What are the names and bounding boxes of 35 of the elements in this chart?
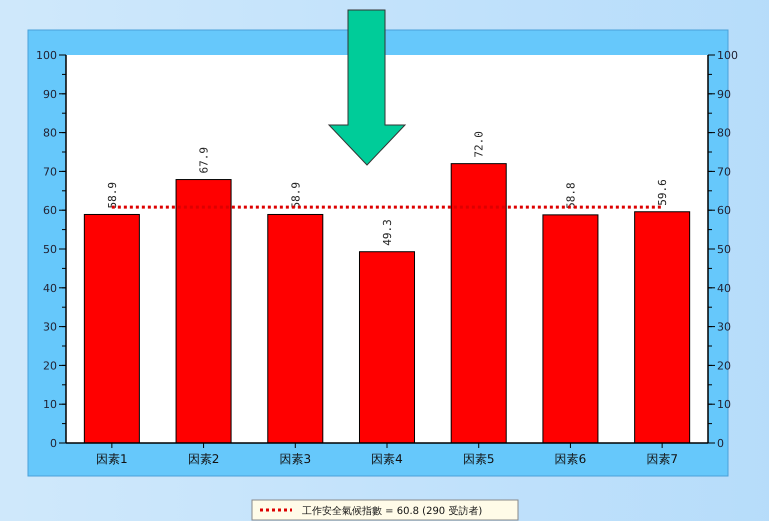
data-label: 72.0	[472, 131, 486, 158]
y2-tick-label: 30	[717, 320, 731, 334]
y-tick-label: 30	[43, 320, 57, 334]
y2-tick-label: 60	[717, 204, 731, 218]
y2-tick-label: 20	[717, 359, 731, 372]
data-label: 49.3	[381, 219, 394, 246]
data-label: 58.9	[106, 182, 119, 208]
y2-tick-label: 50	[717, 243, 731, 256]
y-tick-label: 90	[43, 88, 57, 101]
y-tick-label: 60	[43, 204, 57, 218]
y2-tick-label: 70	[717, 165, 731, 178]
y2-tick-label: 10	[717, 398, 731, 412]
y-tick-label: 70	[43, 165, 57, 178]
y2-tick-label: 100	[717, 49, 738, 62]
y-tick-label: 40	[43, 282, 57, 295]
y-tick-label: 80	[43, 126, 57, 140]
x-tick-label: 因素7	[646, 452, 678, 466]
x-tick-label: 因素4	[371, 452, 403, 466]
y-tick-label: 50	[43, 243, 57, 256]
data-label: 59.6	[656, 179, 670, 206]
x-tick-label: 因素3	[279, 452, 312, 466]
y2-tick-label: 40	[717, 282, 731, 295]
y2-tick-label: 0	[717, 437, 724, 450]
x-tick-label: 因素6	[554, 452, 586, 466]
y-tick-label: 100	[36, 49, 57, 62]
legend-label: 工作安全氣候指數 = 60.8 (290 受訪者)	[302, 505, 482, 517]
y2-tick-label: 90	[717, 88, 731, 101]
data-label: 67.9	[198, 147, 211, 174]
y2-tick-label: 80	[717, 126, 731, 140]
x-tick-label: 因素5	[462, 452, 495, 466]
y-tick-label: 0	[50, 437, 57, 450]
x-tick-label: 因素1	[96, 452, 128, 466]
y-tick-label: 20	[43, 359, 57, 372]
x-tick-label: 因素2	[188, 452, 220, 466]
y-tick-label: 10	[43, 398, 57, 412]
